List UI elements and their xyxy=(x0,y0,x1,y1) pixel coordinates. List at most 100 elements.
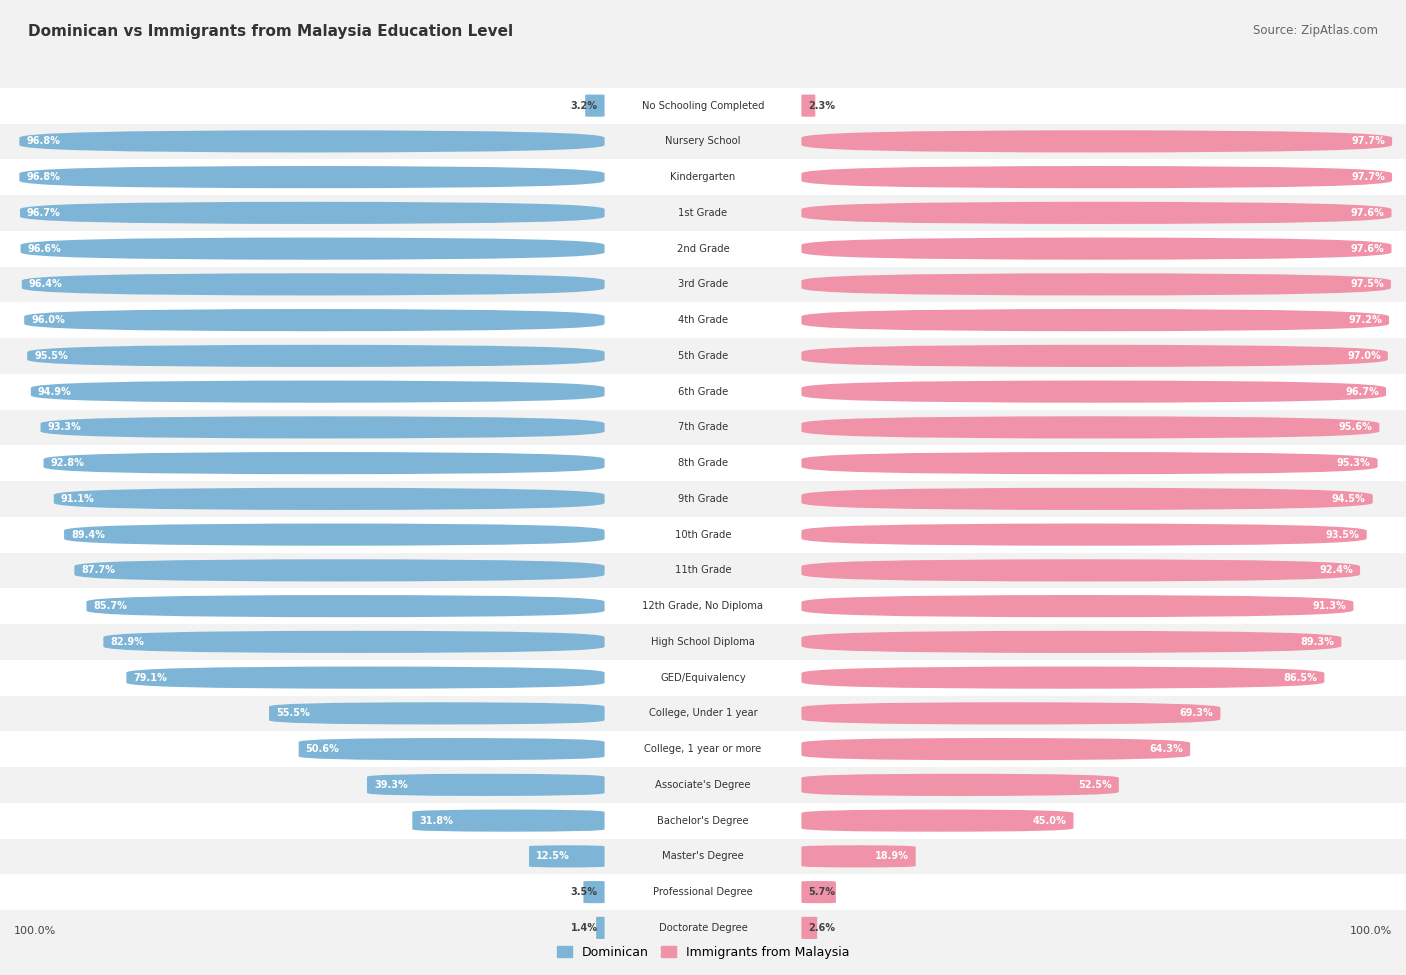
Text: 2.3%: 2.3% xyxy=(808,100,835,110)
Text: Kindergarten: Kindergarten xyxy=(671,173,735,182)
FancyBboxPatch shape xyxy=(585,95,605,117)
Text: High School Diploma: High School Diploma xyxy=(651,637,755,646)
Text: 12.5%: 12.5% xyxy=(536,851,569,861)
FancyBboxPatch shape xyxy=(801,631,1341,653)
Text: 82.9%: 82.9% xyxy=(111,637,145,646)
FancyBboxPatch shape xyxy=(801,488,1372,510)
Text: 97.5%: 97.5% xyxy=(1350,280,1384,290)
Bar xyxy=(0,266,1406,302)
Text: 39.3%: 39.3% xyxy=(374,780,408,790)
Text: 7th Grade: 7th Grade xyxy=(678,422,728,432)
FancyBboxPatch shape xyxy=(801,702,1220,724)
Legend: Dominican, Immigrants from Malaysia: Dominican, Immigrants from Malaysia xyxy=(551,941,855,964)
Text: 55.5%: 55.5% xyxy=(276,709,309,719)
Text: 100.0%: 100.0% xyxy=(1350,926,1392,936)
Bar xyxy=(0,302,1406,338)
Text: 3.5%: 3.5% xyxy=(571,887,598,897)
Bar xyxy=(0,731,1406,767)
Text: 12th Grade, No Diploma: 12th Grade, No Diploma xyxy=(643,602,763,611)
Bar xyxy=(0,195,1406,231)
Text: Associate's Degree: Associate's Degree xyxy=(655,780,751,790)
Bar xyxy=(0,231,1406,266)
Bar xyxy=(0,838,1406,875)
Text: 91.3%: 91.3% xyxy=(1313,602,1347,611)
FancyBboxPatch shape xyxy=(20,166,605,188)
FancyBboxPatch shape xyxy=(801,809,1074,832)
FancyBboxPatch shape xyxy=(86,595,605,617)
Text: 95.5%: 95.5% xyxy=(34,351,67,361)
Text: 52.5%: 52.5% xyxy=(1078,780,1112,790)
Bar xyxy=(0,660,1406,695)
Text: 95.6%: 95.6% xyxy=(1339,422,1372,432)
Bar xyxy=(0,124,1406,159)
Text: 45.0%: 45.0% xyxy=(1032,816,1067,826)
Text: 92.8%: 92.8% xyxy=(51,458,84,468)
FancyBboxPatch shape xyxy=(31,380,605,403)
Bar xyxy=(0,517,1406,553)
Text: Nursery School: Nursery School xyxy=(665,136,741,146)
Bar xyxy=(0,481,1406,517)
Text: 97.6%: 97.6% xyxy=(1351,244,1385,254)
Bar xyxy=(0,410,1406,446)
Bar xyxy=(0,624,1406,660)
FancyBboxPatch shape xyxy=(801,416,1379,439)
FancyBboxPatch shape xyxy=(801,881,837,903)
FancyBboxPatch shape xyxy=(801,238,1392,259)
Text: 93.3%: 93.3% xyxy=(48,422,82,432)
Text: 93.5%: 93.5% xyxy=(1326,529,1360,539)
Text: 97.7%: 97.7% xyxy=(1351,136,1385,146)
Bar xyxy=(0,910,1406,946)
FancyBboxPatch shape xyxy=(801,380,1386,403)
FancyBboxPatch shape xyxy=(298,738,605,761)
FancyBboxPatch shape xyxy=(801,166,1392,188)
FancyBboxPatch shape xyxy=(269,702,605,724)
Text: Source: ZipAtlas.com: Source: ZipAtlas.com xyxy=(1253,24,1378,37)
Text: 95.3%: 95.3% xyxy=(1337,458,1371,468)
FancyBboxPatch shape xyxy=(801,524,1367,546)
Bar xyxy=(0,875,1406,910)
FancyBboxPatch shape xyxy=(801,309,1389,332)
Text: 85.7%: 85.7% xyxy=(93,602,128,611)
Bar xyxy=(0,373,1406,410)
Text: 89.3%: 89.3% xyxy=(1301,637,1334,646)
FancyBboxPatch shape xyxy=(367,774,605,796)
FancyBboxPatch shape xyxy=(596,916,605,939)
Text: 87.7%: 87.7% xyxy=(82,566,115,575)
Text: 96.6%: 96.6% xyxy=(28,244,62,254)
FancyBboxPatch shape xyxy=(21,273,605,295)
FancyBboxPatch shape xyxy=(801,560,1360,581)
Bar xyxy=(0,588,1406,624)
Text: 89.4%: 89.4% xyxy=(72,529,105,539)
Text: 3rd Grade: 3rd Grade xyxy=(678,280,728,290)
Bar xyxy=(0,553,1406,588)
FancyBboxPatch shape xyxy=(801,131,1392,152)
FancyBboxPatch shape xyxy=(41,416,605,439)
FancyBboxPatch shape xyxy=(801,95,815,117)
Text: 2.6%: 2.6% xyxy=(808,923,835,933)
Text: Bachelor's Degree: Bachelor's Degree xyxy=(657,816,749,826)
Bar xyxy=(0,802,1406,838)
Text: 3.2%: 3.2% xyxy=(571,100,598,110)
Text: Professional Degree: Professional Degree xyxy=(654,887,752,897)
FancyBboxPatch shape xyxy=(20,131,605,152)
Text: GED/Equivalency: GED/Equivalency xyxy=(661,673,745,682)
Text: 5th Grade: 5th Grade xyxy=(678,351,728,361)
Text: 8th Grade: 8th Grade xyxy=(678,458,728,468)
FancyBboxPatch shape xyxy=(801,774,1119,796)
Text: 6th Grade: 6th Grade xyxy=(678,387,728,397)
Text: 10th Grade: 10th Grade xyxy=(675,529,731,539)
FancyBboxPatch shape xyxy=(801,345,1388,367)
Text: 96.7%: 96.7% xyxy=(27,208,60,217)
Text: Dominican vs Immigrants from Malaysia Education Level: Dominican vs Immigrants from Malaysia Ed… xyxy=(28,24,513,39)
FancyBboxPatch shape xyxy=(801,273,1391,295)
Text: 64.3%: 64.3% xyxy=(1149,744,1182,754)
FancyBboxPatch shape xyxy=(583,881,605,903)
Bar xyxy=(0,159,1406,195)
Text: 97.0%: 97.0% xyxy=(1347,351,1381,361)
Text: 1.4%: 1.4% xyxy=(571,923,598,933)
Text: 18.9%: 18.9% xyxy=(875,851,908,861)
Text: 96.7%: 96.7% xyxy=(1346,387,1379,397)
Text: 94.5%: 94.5% xyxy=(1331,494,1365,504)
Text: 96.4%: 96.4% xyxy=(28,280,62,290)
Text: 86.5%: 86.5% xyxy=(1284,673,1317,682)
